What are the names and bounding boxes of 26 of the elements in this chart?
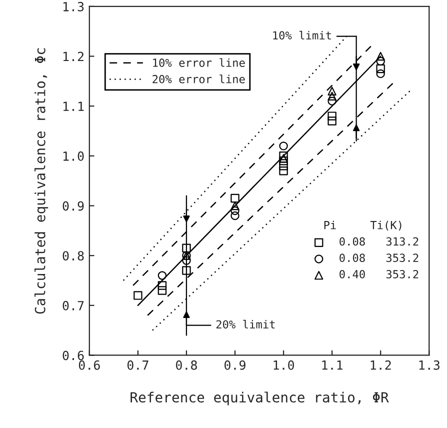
x-axis-title: Reference equivalence ratio, ΦR bbox=[130, 392, 389, 406]
x-tick-label: 0.8 bbox=[176, 360, 197, 370]
y-tick-label: 1.3 bbox=[63, 2, 84, 12]
legend-title: Pi Ti(K) bbox=[324, 220, 402, 231]
x-tick-label: 1.1 bbox=[322, 360, 342, 370]
y-tick-label: 1.2 bbox=[63, 52, 84, 62]
y-tick-label: 0.8 bbox=[62, 251, 84, 261]
x-tick-label: 1.0 bbox=[274, 360, 294, 370]
y-tick-label: 1.0 bbox=[63, 151, 84, 161]
x-tick-label: 1.3 bbox=[419, 360, 440, 370]
x-tick-label: 0.7 bbox=[127, 360, 148, 370]
x-tick-label: 0.9 bbox=[224, 360, 246, 370]
x-tick-label: 1.2 bbox=[370, 360, 391, 370]
legend-label: 0.08 313.2 bbox=[340, 237, 418, 246]
legend-label: 0.08 353.2 bbox=[340, 254, 418, 262]
y-tick-label: 1.1 bbox=[63, 102, 84, 111]
y-tick-label: 0.7 bbox=[62, 300, 84, 310]
legend-label: 10% error line bbox=[153, 58, 245, 67]
y-tick-label: 0.6 bbox=[62, 350, 84, 360]
ref-line-label: 10% limit bbox=[273, 30, 331, 40]
legend-label: 0.40 353.2 bbox=[340, 270, 418, 278]
y-tick-label: 0.9 bbox=[62, 201, 84, 211]
legend-label: 20% error line bbox=[152, 74, 245, 84]
x-tick-label: 0.6 bbox=[78, 360, 100, 370]
ref-line-label: 20% limit bbox=[216, 320, 275, 329]
y-axis-title: Calculated equivalence ratio, Φc bbox=[34, 48, 48, 314]
